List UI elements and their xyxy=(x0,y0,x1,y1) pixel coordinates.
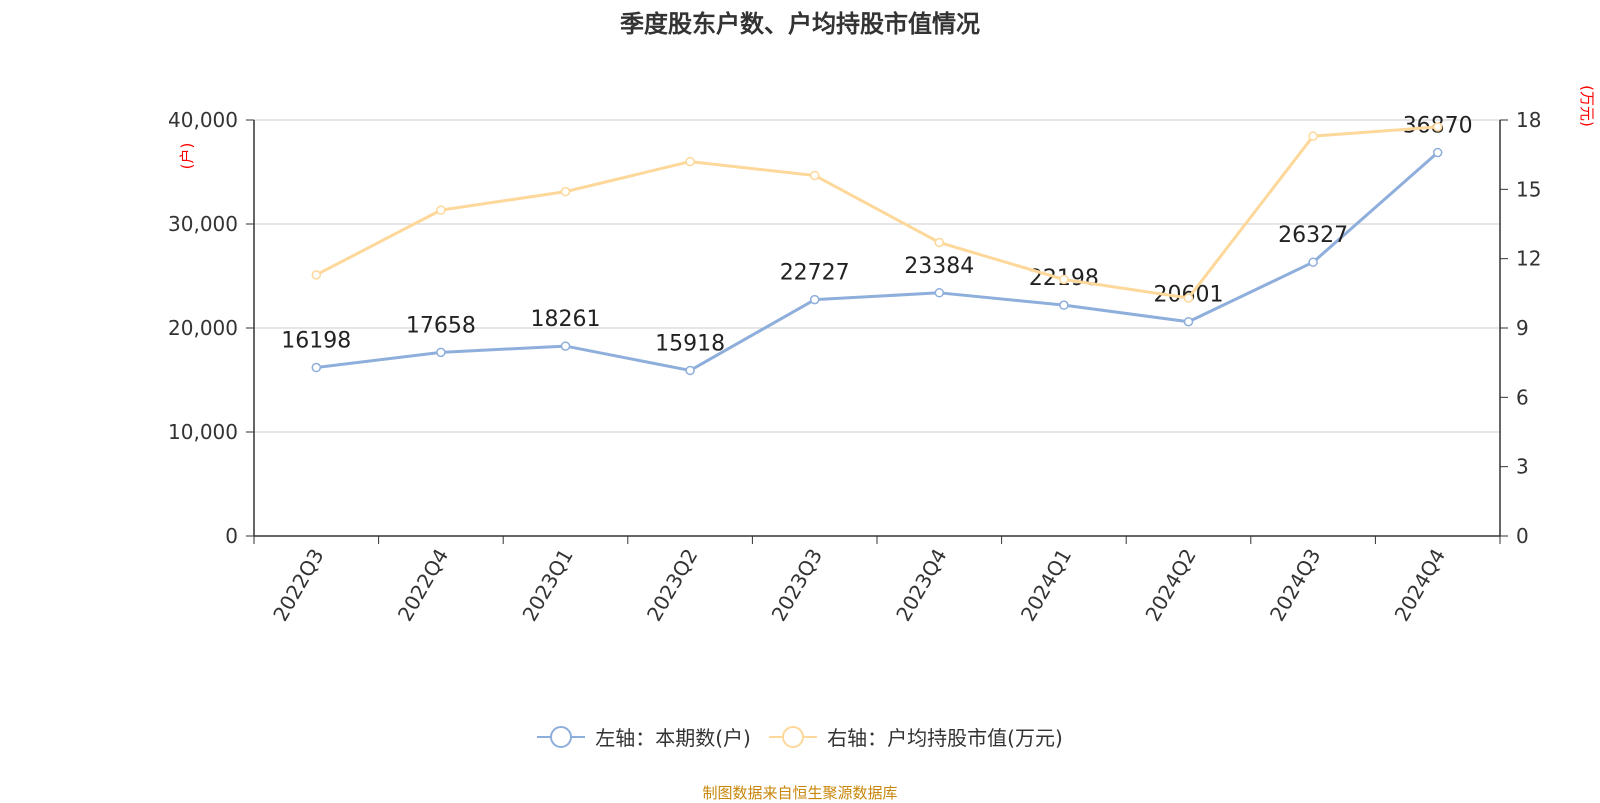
right-axis-tick-label: 9 xyxy=(1516,316,1529,340)
data-point-shareholders xyxy=(934,288,945,298)
x-axis-tick-label: 2022Q3 xyxy=(268,545,328,626)
x-axis-tick-label: 2024Q1 xyxy=(1016,545,1076,626)
data-point-avg-holding-value xyxy=(1308,131,1318,141)
data-label: 26327 xyxy=(1278,223,1348,248)
data-point-shareholders xyxy=(809,294,820,305)
legend-line-marker-left xyxy=(537,725,586,748)
right-axis-unit-label: (万元) xyxy=(1578,85,1596,127)
data-point-shareholders xyxy=(685,365,695,376)
data-point-avg-holding-value xyxy=(311,270,322,280)
right-axis-tick-label: 3 xyxy=(1516,455,1529,479)
x-axis-tick-label: 2023Q1 xyxy=(517,545,577,626)
legend-label-left: 左轴：本期数(户) xyxy=(595,726,751,750)
data-label: 17658 xyxy=(406,313,476,338)
data-point-avg-holding-value xyxy=(685,156,695,167)
x-axis-tick-label: 2023Q4 xyxy=(891,545,951,626)
data-point-avg-holding-value xyxy=(1432,122,1443,132)
data-label: 15918 xyxy=(655,331,725,356)
data-label: 18261 xyxy=(531,307,601,332)
x-axis-tick-label: 2023Q3 xyxy=(767,545,827,626)
x-axis-tick-label: 2023Q2 xyxy=(642,545,702,626)
chart-title: 季度股东户数、户均持股市值情况 xyxy=(620,10,980,38)
legend-label-right: 右轴：户均持股市值(万元) xyxy=(827,726,1063,750)
left-axis-unit-label: (户) xyxy=(178,143,196,170)
right-axis-tick-label: 12 xyxy=(1516,247,1541,271)
right-axis-tick-label: 15 xyxy=(1516,177,1541,201)
data-point-shareholders xyxy=(311,362,322,373)
data-point-avg-holding-value xyxy=(560,186,571,197)
source-note: 制图数据来自恒生聚源数据库 xyxy=(702,784,898,802)
left-axis-tick-label: 10,000 xyxy=(168,420,238,444)
left-axis-tick-label: 0 xyxy=(225,524,238,548)
legend-line-marker-right xyxy=(769,725,818,748)
legend-item-right[interactable]: 右轴：户均持股市值(万元) xyxy=(769,722,1063,751)
legend-item-left[interactable]: 左轴：本期数(户) xyxy=(537,722,751,751)
data-point-shareholders xyxy=(1432,147,1443,158)
data-point-shareholders xyxy=(560,341,571,351)
x-axis-tick-label: 2024Q2 xyxy=(1140,545,1200,626)
data-point-avg-holding-value xyxy=(436,205,446,215)
data-point-shareholders xyxy=(1059,300,1069,310)
data-point-avg-holding-value xyxy=(1059,274,1069,285)
data-point-shareholders xyxy=(436,347,446,358)
data-point-avg-holding-value xyxy=(934,237,945,248)
x-axis-tick-label: 2024Q4 xyxy=(1390,545,1450,626)
right-axis-tick-label: 0 xyxy=(1516,524,1529,548)
x-axis-tick-label: 2022Q4 xyxy=(393,545,453,626)
data-label: 16198 xyxy=(281,329,351,354)
series-line-avg-holding-value xyxy=(315,125,1438,300)
left-axis-tick-label: 30,000 xyxy=(168,212,238,236)
data-point-avg-holding-value xyxy=(809,170,820,181)
series-line-shareholders xyxy=(316,151,1439,372)
legend: 左轴：本期数(户) 右轴：户均持股市值(万元) xyxy=(0,722,1600,754)
data-point-shareholders xyxy=(1308,257,1318,267)
x-axis-tick-label: 2024Q3 xyxy=(1265,545,1325,626)
data-label: 22727 xyxy=(780,261,850,286)
right-axis-tick-label: 18 xyxy=(1516,108,1541,132)
left-axis-tick-label: 40,000 xyxy=(168,108,238,132)
data-point-shareholders xyxy=(1183,316,1194,327)
data-label: 23384 xyxy=(904,254,974,279)
data-point-avg-holding-value xyxy=(1183,293,1194,303)
left-axis-tick-label: 20,000 xyxy=(168,316,238,340)
right-axis-tick-label: 6 xyxy=(1516,385,1529,409)
